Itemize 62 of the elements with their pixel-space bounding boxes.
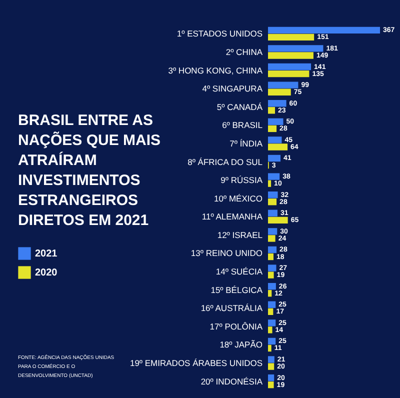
bar [268,70,310,78]
y-tick-label: 15º BÉLGICA [210,284,263,295]
legend-label: 2020 [35,268,58,278]
bar [268,290,272,297]
y-tick-label: 17º POLÔNIA [210,321,263,332]
y-tick-label: 7º ÍNDIA [230,138,263,148]
bar [268,210,278,216]
y-tick-label: 14º SUÉCIA [216,266,263,277]
bar [268,308,274,315]
bar [268,173,280,180]
bar [268,356,274,363]
bar [268,144,288,150]
bar [268,88,291,96]
bar [268,338,276,345]
y-tick-label: 4º SINGAPURA [202,84,263,94]
bar [268,180,272,187]
y-tick-label: 6º BRASIL [222,120,263,130]
y-tick-label: 3º HONG KONG, CHINA [168,65,263,76]
bar [268,235,276,242]
y-tick-label: 16º AUSTRÁLIA [200,303,263,314]
y-tick-label: 9º RÚSSIA [220,175,263,186]
text: BRASIL ENTRE AS NAÇÕES QUE MAIS ATRAÍRAM INVESTIMENTOS ESTRANGEIROS DIRETOS EM 2021 [18,112,161,229]
y-tick-label: 11º ALEMANHA [202,212,263,222]
y-tick-label: 18º JAPÃO [220,340,263,350]
y-tick-label: 13º REINO UNIDO [190,248,263,258]
bar [268,118,284,125]
bar [268,326,272,334]
y-tick-label: 10º MÉXICO [214,193,263,204]
bar [268,374,274,382]
bar [268,125,277,132]
bar [268,344,272,352]
bar [268,45,324,52]
bar [268,34,314,41]
bar [268,216,288,224]
y-tick-label: 12º ISRAEL [217,230,263,240]
bar [268,301,276,308]
bar [268,228,278,235]
bar [268,272,274,278]
bar [268,154,281,162]
bar [268,26,380,34]
bar [268,246,277,254]
bar [268,63,312,70]
bar [268,100,286,107]
bar [268,82,298,88]
bar [268,107,276,114]
bar [268,320,276,326]
bar [268,363,274,370]
bar [268,136,282,144]
bar [268,198,277,206]
bar [268,282,276,290]
bar [268,191,278,198]
bar [268,264,276,272]
y-tick-label: 5º CANADÁ [216,102,263,112]
bar [268,381,274,388]
bar [268,52,314,59]
bar [268,253,274,260]
y-tick-label: 2º CHINA [226,46,263,57]
legend-label: 2021 [35,248,58,260]
y-tick-label: 1º ESTADOS UNIDOS [176,28,263,39]
y-tick-label: 8º ÁFRICA DO SUL [188,156,263,167]
y-tick-label: 19º EMIRADOS ÁRABES UNIDOS [130,358,263,368]
y-tick-label: 20º INDONÉSIA [200,376,263,386]
